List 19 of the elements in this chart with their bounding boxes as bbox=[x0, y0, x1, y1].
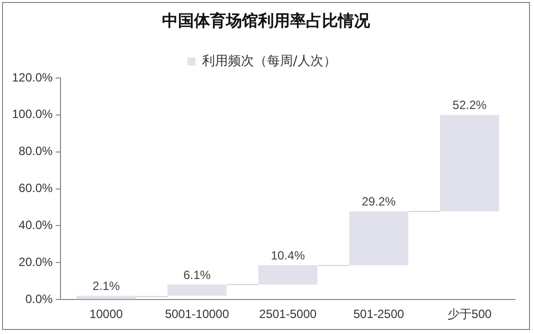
y-tick-label: 120.0% bbox=[12, 70, 54, 84]
x-tick-label: 5001-10000 bbox=[164, 307, 230, 322]
y-tick-label: 20.0% bbox=[18, 254, 54, 269]
x-tick-label: 10000 bbox=[89, 307, 124, 322]
y-tick-label: 0.0% bbox=[25, 292, 54, 306]
x-tick-label: 少于500 bbox=[448, 307, 492, 322]
bar bbox=[76, 296, 136, 300]
text: 52.2% bbox=[452, 98, 487, 112]
y-tick-label: 80.0% bbox=[18, 144, 54, 158]
bar bbox=[440, 114, 500, 212]
text: 2.1% bbox=[92, 279, 120, 294]
x-tick-label: 501-2500 bbox=[353, 307, 404, 322]
y-tick-label: 100.0% bbox=[12, 107, 54, 122]
x-tick-label: 2501-5000 bbox=[259, 307, 317, 322]
chart-title: 中国体育场馆利用率占比情况 bbox=[161, 11, 371, 32]
legend-label: 利用频次（每周/人次） bbox=[202, 54, 336, 69]
text: 29.2% bbox=[362, 194, 396, 209]
y-tick-label: 40.0% bbox=[18, 218, 54, 232]
y-tick-label: 60.0% bbox=[18, 181, 54, 196]
